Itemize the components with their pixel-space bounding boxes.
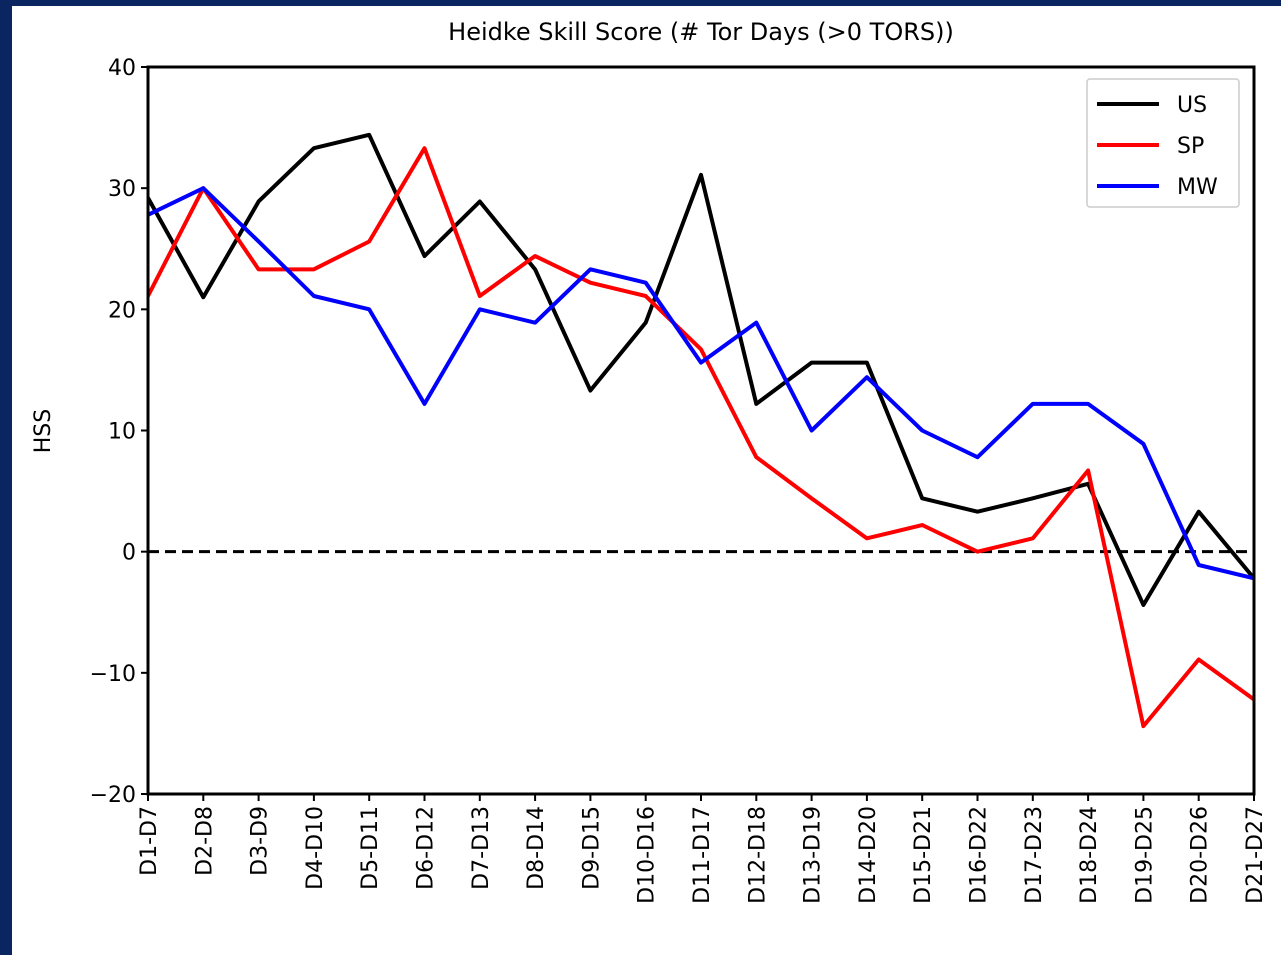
plot-frame xyxy=(146,65,1256,796)
x-tick-label: D5-D11 xyxy=(358,806,383,890)
x-tick-label: D10-D16 xyxy=(635,806,660,904)
y-tick-label: −10 xyxy=(90,662,136,687)
x-tick-label: D2-D8 xyxy=(192,806,217,876)
x-tick-label: D9-D15 xyxy=(579,806,604,890)
x-tick-label: D19-D25 xyxy=(1132,806,1157,904)
y-tick-label: 10 xyxy=(108,420,136,445)
x-tick-label: D1-D7 xyxy=(137,806,162,876)
chart-title: Heidke Skill Score (# Tor Days (>0 TORS)… xyxy=(448,18,954,46)
x-tick-label: D18-D24 xyxy=(1077,806,1102,904)
y-tick-label: 0 xyxy=(122,541,136,566)
legend-label: SP xyxy=(1177,134,1204,159)
legend-box xyxy=(1086,78,1240,208)
y-axis-label: HSS xyxy=(31,409,56,453)
x-tick-label: D3-D9 xyxy=(248,806,273,876)
x-tick-label: D13-D19 xyxy=(801,806,826,904)
x-tick-label: D8-D14 xyxy=(524,806,549,890)
series-line xyxy=(148,186,1254,581)
x-tick-label: D20-D26 xyxy=(1188,806,1213,904)
y-tick-label: 20 xyxy=(108,298,136,323)
x-tick-label: D17-D23 xyxy=(1022,806,1047,904)
x-tick-label: D6-D12 xyxy=(414,806,439,890)
x-tick-label: D11-D17 xyxy=(690,806,715,904)
x-tick-label: D7-D13 xyxy=(469,806,494,890)
x-tick-label: D4-D10 xyxy=(303,806,328,890)
legend-label: MW xyxy=(1177,175,1218,200)
x-tick-label: D12-D18 xyxy=(745,806,770,904)
legend-label: US xyxy=(1177,93,1207,118)
x-tick-label: D15-D21 xyxy=(911,806,936,904)
y-tick-label: 40 xyxy=(108,56,136,81)
x-tick-label: D21-D27 xyxy=(1243,806,1268,904)
series-line xyxy=(148,132,1254,607)
x-tick-label: D14-D20 xyxy=(856,806,881,904)
y-tick-label: −20 xyxy=(90,783,136,808)
series-line xyxy=(148,146,1254,729)
x-tick-label: D16-D22 xyxy=(967,806,992,904)
y-tick-label: 30 xyxy=(108,177,136,202)
